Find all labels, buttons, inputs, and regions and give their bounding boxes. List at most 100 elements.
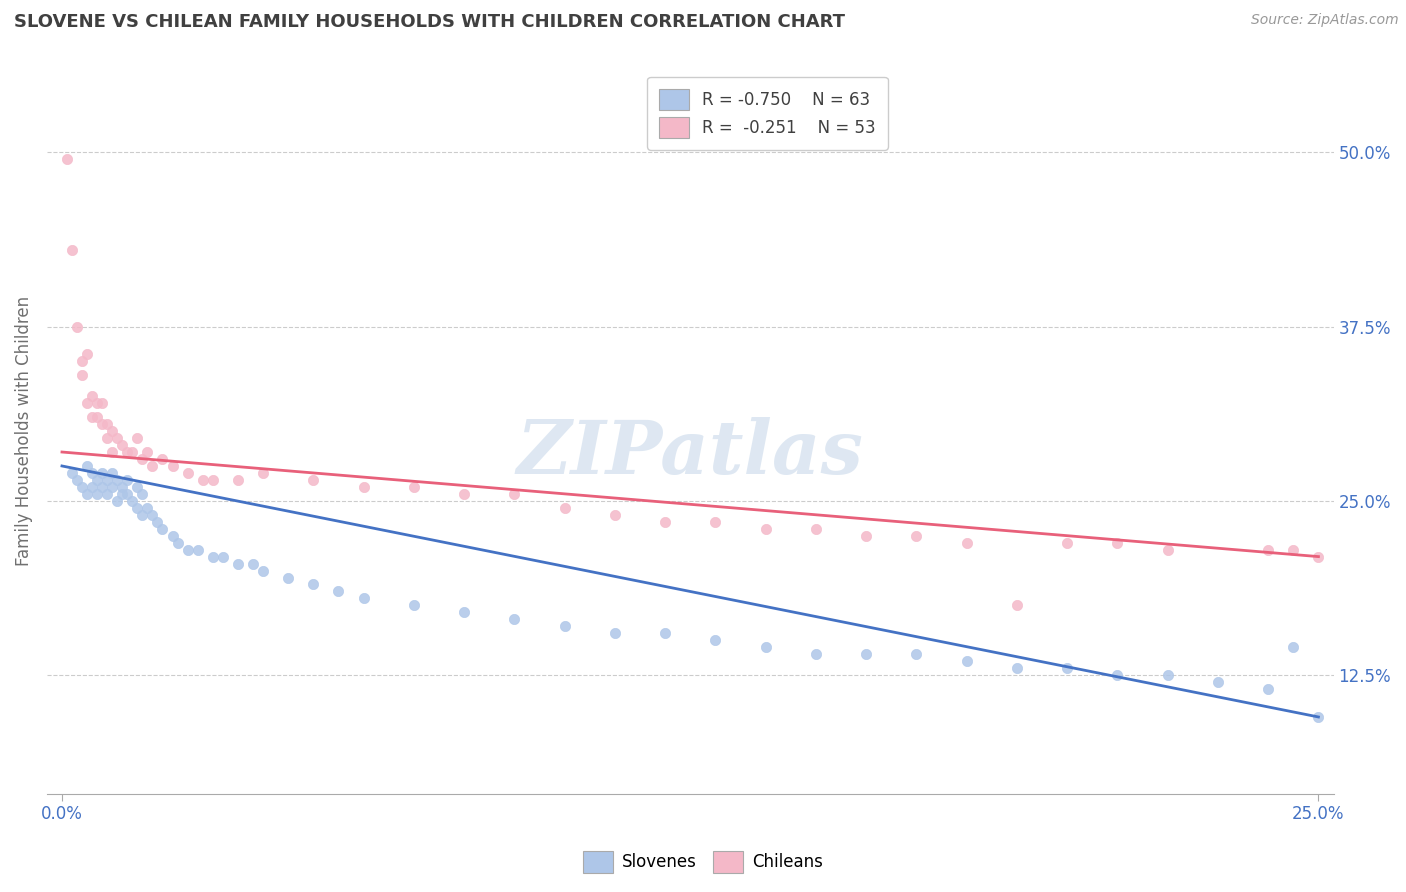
Point [353, 591, 375, 606]
Point [201, 473, 224, 487]
Point [402, 480, 425, 494]
Text: Source: ZipAtlas.com: Source: ZipAtlas.com [1251, 13, 1399, 28]
Point [91, 466, 114, 480]
Point [86, 410, 108, 425]
Point [101, 466, 124, 480]
Point [96, 417, 118, 431]
Point [1005, 661, 1028, 675]
Point [804, 647, 827, 661]
Point [1056, 535, 1078, 549]
Point [117, 445, 139, 459]
Point [131, 487, 153, 501]
Point [1308, 710, 1330, 724]
Point [70, 480, 93, 494]
Point [121, 445, 143, 459]
Point [328, 584, 350, 599]
Point [1156, 542, 1178, 557]
Point [101, 424, 124, 438]
Point [70, 368, 93, 383]
Point [86, 473, 108, 487]
Point [146, 515, 169, 529]
Point [152, 452, 174, 467]
Point [855, 529, 877, 543]
Point [755, 522, 778, 536]
Point [111, 438, 134, 452]
Point [704, 515, 727, 529]
Point [105, 431, 128, 445]
Point [66, 319, 89, 334]
Point [554, 500, 576, 515]
Point [136, 445, 159, 459]
Point [76, 458, 98, 473]
Point [201, 549, 224, 564]
Point [1257, 682, 1279, 697]
Point [654, 515, 676, 529]
Point [603, 626, 626, 640]
Point [353, 480, 375, 494]
Point [503, 487, 526, 501]
Point [70, 354, 93, 368]
Point [141, 508, 163, 522]
Point [855, 647, 877, 661]
Point [1107, 668, 1129, 682]
Point [91, 417, 114, 431]
Point [162, 458, 184, 473]
Point [127, 480, 149, 494]
Point [252, 564, 274, 578]
Point [96, 473, 118, 487]
Point [402, 599, 425, 613]
Point [603, 508, 626, 522]
Legend: R = -0.750    N = 63, R =  -0.251    N = 53: R = -0.750 N = 63, R = -0.251 N = 53 [647, 77, 887, 150]
Point [554, 619, 576, 633]
Point [86, 487, 108, 501]
Point [1257, 542, 1279, 557]
Point [905, 647, 928, 661]
Point [96, 431, 118, 445]
Point [111, 487, 134, 501]
Point [60, 243, 83, 257]
Point [101, 445, 124, 459]
Point [453, 606, 475, 620]
Point [60, 466, 83, 480]
Point [105, 493, 128, 508]
Point [187, 542, 209, 557]
Point [76, 487, 98, 501]
Point [955, 654, 977, 668]
Text: ZIPatlas: ZIPatlas [517, 417, 863, 489]
Point [277, 570, 299, 584]
Point [1107, 535, 1129, 549]
Point [453, 487, 475, 501]
Point [226, 557, 249, 571]
Point [654, 626, 676, 640]
Point [162, 529, 184, 543]
Point [141, 458, 163, 473]
Point [252, 466, 274, 480]
Point [704, 633, 727, 648]
Point [152, 522, 174, 536]
Point [905, 529, 928, 543]
Point [117, 487, 139, 501]
Point [302, 577, 325, 591]
Point [76, 347, 98, 361]
Point [91, 480, 114, 494]
Point [91, 396, 114, 410]
Point [127, 500, 149, 515]
Point [302, 473, 325, 487]
Point [105, 473, 128, 487]
Point [1206, 675, 1229, 690]
Point [226, 473, 249, 487]
Point [1156, 668, 1178, 682]
Point [211, 549, 233, 564]
Point [56, 152, 79, 166]
Legend: Slovenes, Chileans: Slovenes, Chileans [576, 845, 830, 880]
Point [1056, 661, 1078, 675]
Point [131, 452, 153, 467]
Point [82, 480, 104, 494]
Point [955, 535, 977, 549]
Point [117, 473, 139, 487]
Point [242, 557, 264, 571]
Point [82, 389, 104, 403]
Point [1005, 599, 1028, 613]
Point [1308, 549, 1330, 564]
Point [136, 500, 159, 515]
